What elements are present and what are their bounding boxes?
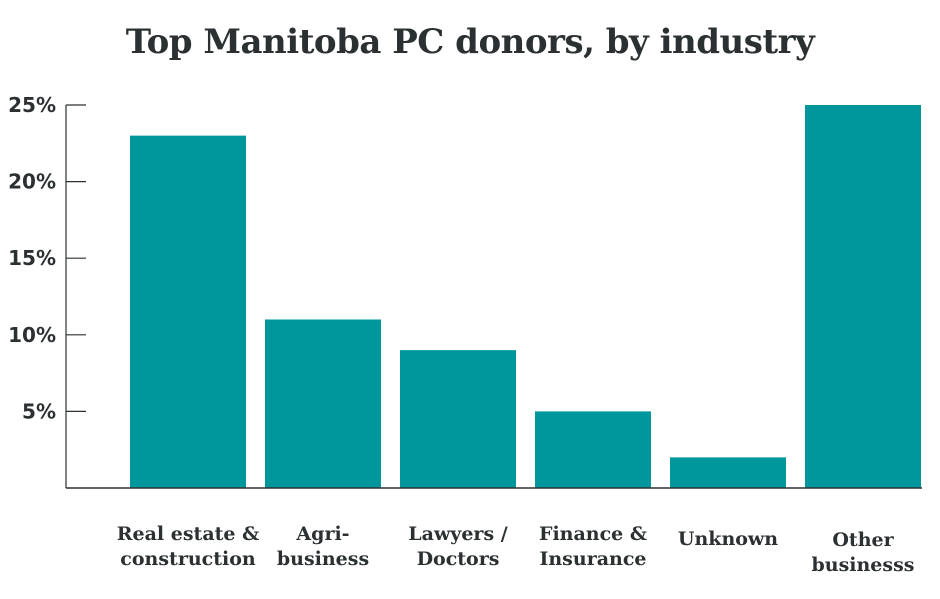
bar bbox=[535, 411, 651, 488]
x-tick-label: Other businesss bbox=[811, 529, 914, 576]
x-tick-label: Agri-business bbox=[277, 523, 369, 570]
y-tick-label: 5% bbox=[22, 399, 56, 423]
bars bbox=[130, 105, 921, 488]
bar bbox=[670, 457, 786, 488]
x-tick-label: Unknown bbox=[678, 528, 778, 550]
bar bbox=[130, 135, 246, 488]
chart-title: Top Manitoba PC donors, by industry bbox=[125, 22, 815, 62]
bar bbox=[265, 319, 381, 488]
y-axis: 5% 10% 15% 20% 25% bbox=[8, 93, 86, 488]
y-tick-label: 25% bbox=[8, 93, 56, 117]
x-tick-label: Lawyers / Doctors bbox=[408, 523, 507, 570]
bar bbox=[400, 350, 516, 488]
y-tick-label: 15% bbox=[8, 246, 56, 270]
bar bbox=[805, 105, 921, 488]
y-tick-label: 10% bbox=[8, 323, 56, 347]
x-tick-label: Finance & Insurance bbox=[539, 523, 647, 570]
x-axis: Real estate & construction Agri-business La… bbox=[66, 487, 922, 576]
y-tick-label: 20% bbox=[8, 170, 56, 194]
x-tick-label: Real estate & construction bbox=[117, 523, 260, 570]
